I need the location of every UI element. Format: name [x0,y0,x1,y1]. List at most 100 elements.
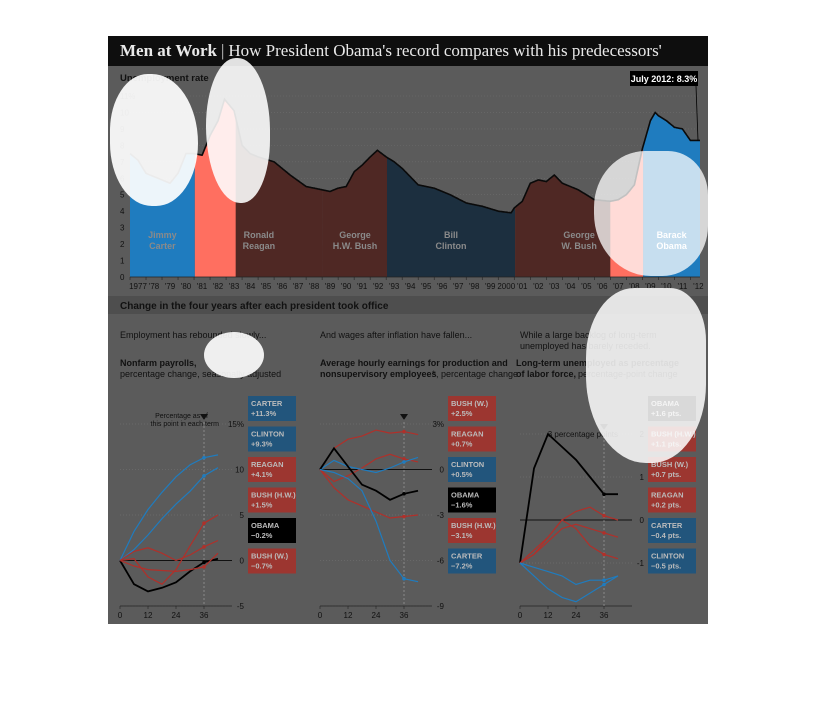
headline-subtitle: How President Obama's record compares wi… [228,41,662,60]
legend-name: CARTER [451,552,483,561]
legend-value: −0.4 pts. [651,531,681,540]
y-tick-label: 0 [440,466,445,475]
legend-value: +4.1% [251,470,273,479]
panel-heading: nonsupervisory employees [320,369,437,379]
term-marker-arrow [200,414,208,420]
highlight-blob [110,74,198,206]
legend-box [248,548,296,574]
series-line [319,468,419,583]
series-line [119,552,219,573]
x-tick-label: 0 [118,611,123,620]
series-point [402,457,406,461]
series-point [202,565,206,569]
y-tick-label: 1 [640,473,645,482]
legend-name: BUSH (H.W.) [251,491,296,500]
series-point [202,521,206,525]
series-point [402,429,406,434]
x-tick-label: '82 [213,282,224,291]
y-tick-label: 0 [240,557,245,566]
president-label: George [563,230,595,240]
legend-name: REAGAN [251,460,284,469]
x-tick-label: 0 [318,611,323,620]
president-label: W. Bush [561,241,597,251]
y-tick-label: 2 [120,240,125,249]
callout-box [630,71,698,86]
panel-heading: Nonfarm payrolls, [120,358,197,368]
x-tick-label: '08 [629,282,640,291]
y-tick-label: -3 [437,511,445,520]
x-tick-label: 1977 [129,282,147,291]
x-tick-label: '04 [565,282,576,291]
legend-name: BUSH (W.) [651,460,689,469]
x-tick-label: '03 [549,282,560,291]
panel-annotation: 3 percentage points [548,430,618,439]
x-tick-label: '99 [485,282,496,291]
x-tick-label: '79 [165,282,176,291]
x-tick-label: 2000 [497,282,515,291]
series-line [319,456,419,474]
series-point [602,513,606,518]
series-line [119,557,219,593]
headline: Men at Work [120,41,217,60]
infographic: Men at Work | How President Obama's record… [108,36,708,624]
legend-box [248,457,296,482]
x-tick-label: '94 [405,282,416,291]
x-tick-label: '12 [693,282,704,291]
president-label: Jimmy [148,230,177,240]
series-point [202,474,206,478]
series-line [319,446,419,501]
x-tick-label: '98 [469,282,480,291]
x-tick-label: '96 [437,282,448,291]
highlight-blob [586,288,706,463]
x-tick-label: '81 [197,282,208,291]
x-tick-label: '06 [597,282,608,291]
panel-subheading: percentage change, seasonally adjusted [120,369,281,379]
legend-box [248,396,296,421]
president-label: H.W. Bush [333,241,378,251]
x-tick-label: 0 [518,611,523,620]
title-separator: | [220,41,225,60]
x-tick-label: '90 [341,282,352,291]
y-tick-label: 15% [228,420,244,429]
legend-value: −0.7% [251,562,273,571]
legend-value: +1.5% [251,501,273,510]
x-tick-label: 36 [600,611,609,620]
x-tick-label: '91 [357,282,368,291]
y-tick-label: 3% [432,420,444,429]
x-tick-label: '05 [581,282,592,291]
x-tick-label: '97 [453,282,464,291]
legend-value: +0.7% [451,440,473,449]
series-point [402,460,406,464]
legend-value: −0.5 pts. [651,562,681,571]
legend-box [248,487,296,513]
series-point [602,578,606,582]
x-tick-label: 12 [344,611,353,620]
x-tick-label: '89 [325,282,336,291]
legend-name: BUSH (W.) [451,399,489,408]
x-tick-label: '86 [277,282,288,291]
x-tick-label: '02 [533,282,544,291]
series-line [119,454,219,561]
series-line [319,469,419,519]
y-tick-label: 4 [120,207,125,216]
series-point [402,491,406,496]
highlight-blob [594,151,708,276]
series-point [602,492,606,496]
y-tick-label: 3 [120,224,125,233]
legend-name: REAGAN [651,491,684,500]
x-tick-label: '92 [373,282,384,291]
legend-value: +9.3% [251,440,273,449]
series-point [402,514,406,519]
series-point [202,545,206,549]
series-line [519,523,619,564]
legend-name: CARTER [251,399,283,408]
x-tick-label: '93 [389,282,400,291]
legend-name: OBAMA [251,521,280,530]
callout-leader [695,85,699,141]
y-tick-label: -5 [237,602,245,611]
president-label: Bill [444,230,458,240]
highlight-blob [206,58,270,203]
x-tick-label: '80 [181,282,192,291]
section-title: Change in the four years after each pres… [120,301,389,312]
legend-name: BUSH (H.W.) [451,521,496,530]
